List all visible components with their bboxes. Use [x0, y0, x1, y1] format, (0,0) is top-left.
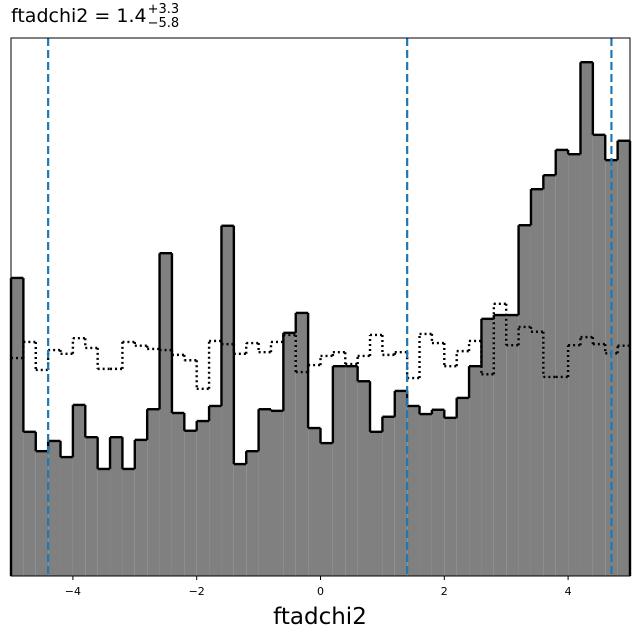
bar [23, 431, 36, 576]
bar [97, 468, 111, 576]
bar [246, 451, 259, 576]
bar [147, 409, 160, 576]
title-lower: −5.8 [148, 16, 180, 31]
bar [555, 149, 569, 577]
bar [456, 397, 470, 576]
bar [345, 366, 358, 576]
bar [394, 390, 408, 576]
bar [431, 409, 445, 576]
bar [493, 315, 507, 576]
bar [258, 409, 271, 576]
bar [11, 277, 24, 576]
bar [357, 381, 371, 576]
title-main: ftadchi2 = 1.4 [11, 5, 147, 27]
bar [444, 417, 457, 576]
x-axis-label: ftadchi2 [273, 604, 367, 630]
bar [35, 451, 49, 576]
bar [110, 437, 123, 576]
bar [370, 431, 383, 576]
bar [122, 468, 135, 576]
bar [592, 134, 606, 576]
x-tick-label: −4 [65, 585, 81, 598]
bar [159, 253, 172, 576]
bar [506, 315, 519, 576]
title-upper: +3.3 [148, 2, 180, 17]
bar [382, 416, 395, 576]
bar [184, 430, 197, 576]
bar [72, 404, 86, 576]
x-tick-label: −2 [189, 585, 205, 598]
bar [60, 457, 73, 576]
bar [221, 225, 234, 576]
bar [270, 410, 284, 576]
bar [308, 428, 321, 576]
bar [419, 414, 432, 576]
bar [332, 366, 346, 576]
bar [568, 154, 581, 576]
bar [469, 366, 482, 576]
bar [233, 464, 247, 576]
bar [283, 332, 296, 576]
bar [580, 62, 593, 576]
bar [543, 175, 556, 576]
bar [85, 437, 98, 576]
bar [481, 318, 494, 576]
bar [171, 412, 185, 576]
chart-title: ftadchi2 = 1.4 [11, 5, 147, 27]
bar [407, 405, 420, 576]
bar [320, 443, 333, 576]
bar [530, 189, 544, 577]
bar [617, 140, 630, 576]
bar [518, 225, 531, 576]
x-tick-label: 4 [565, 585, 572, 598]
bar [196, 421, 210, 576]
bar [295, 312, 309, 576]
bar [209, 405, 222, 576]
bar [48, 440, 61, 576]
bar [134, 439, 148, 576]
x-tick-label: 2 [441, 585, 448, 598]
x-tick-label: 0 [317, 585, 324, 598]
